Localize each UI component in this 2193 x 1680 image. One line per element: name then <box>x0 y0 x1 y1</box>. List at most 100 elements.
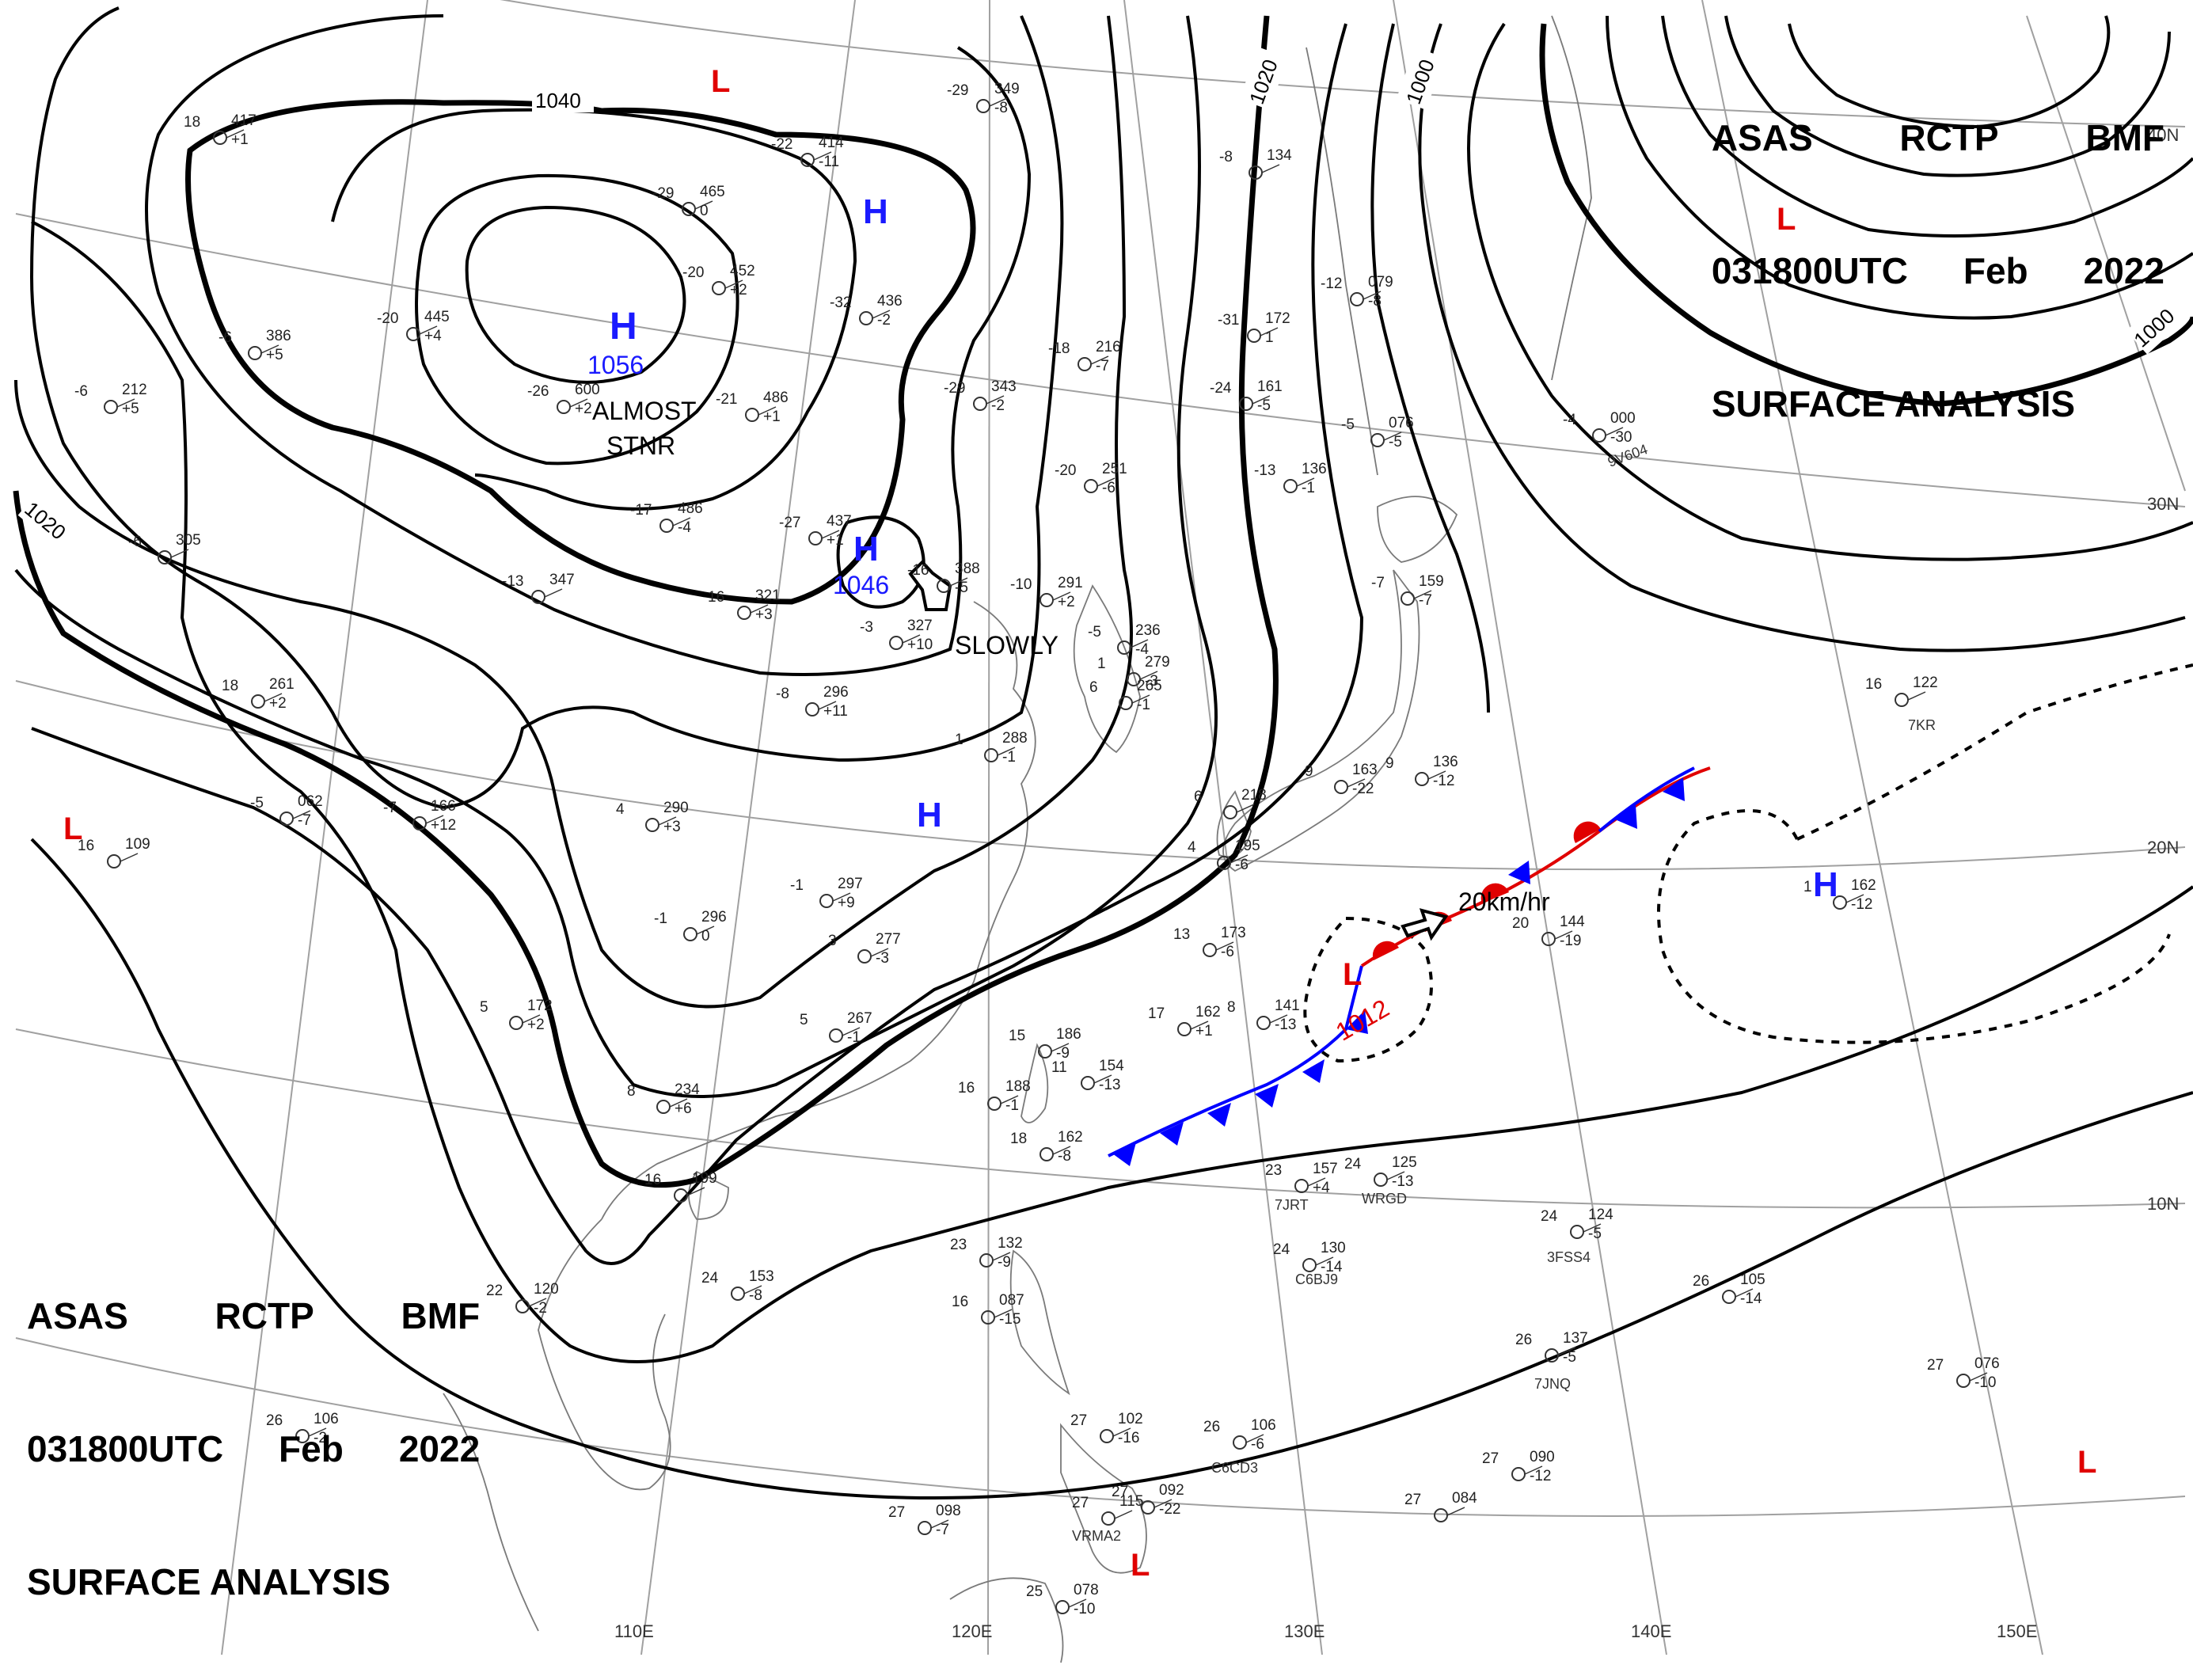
station-plot: 23 132 -9 <box>950 1235 1023 1271</box>
header-line-1: ASAS RCTP BMF <box>27 1294 480 1338</box>
station-plot: -6 212 +5 <box>74 382 147 417</box>
station-pressure: 279 <box>1145 654 1170 671</box>
station-pressure: 132 <box>998 1235 1023 1252</box>
isobar-1046-small <box>836 515 925 609</box>
station-temperature: -8 <box>1219 149 1233 165</box>
station-temperature: 23 <box>950 1237 967 1253</box>
lat-label: 10N <box>2147 1194 2179 1214</box>
wind-barb-icon <box>930 1519 949 1529</box>
coastline-hainan <box>688 1170 729 1220</box>
station-pressure: 092 <box>1159 1482 1184 1499</box>
station-plot: -29 349 -8 <box>947 81 1020 116</box>
station-pressure: 234 <box>675 1081 700 1098</box>
station-temperature: -31 <box>1218 312 1239 329</box>
station-plot: 26 106 -2 <box>266 1411 339 1446</box>
station-pressure: 291 <box>1058 575 1083 591</box>
station-temperature: 1 <box>955 732 963 748</box>
station-temperature: 24 <box>1541 1208 1558 1225</box>
station-temperature: 23 <box>1265 1162 1282 1179</box>
station-temperature: 18 <box>222 678 238 694</box>
wind-barb-icon <box>116 398 135 408</box>
ship-callsign: 7JNQ <box>1534 1376 1571 1392</box>
station-plot: -20 251 -6 <box>1055 461 1127 496</box>
station-tendency: -1 <box>847 1029 861 1046</box>
station-plot: -6 386 +5 <box>219 328 291 363</box>
station-tendency: +2 <box>527 1017 545 1033</box>
station-plot: 24 125 -13 <box>1344 1154 1417 1190</box>
station-temperature: -29 <box>652 185 674 202</box>
wind-barb-icon <box>992 1252 1011 1261</box>
isobar-1032-left <box>29 6 444 809</box>
high-center-symbol: H <box>853 530 879 568</box>
wind-barb-icon <box>1261 164 1280 173</box>
wind-barb-icon <box>902 634 921 644</box>
station-plot: -27 437 +1 <box>779 513 852 549</box>
station-pressure: 486 <box>763 390 789 406</box>
header-line-1: ASAS RCTP BMF <box>1712 116 2164 160</box>
station-tendency: +9 <box>838 895 855 911</box>
station-plot: 16 122 <box>1865 675 1938 707</box>
station-pressure: 115 <box>1119 1493 1143 1510</box>
wind-barb-icon <box>1068 1598 1087 1608</box>
station-tendency: 0 <box>700 203 709 219</box>
station-plot: 8 234 +6 <box>627 1081 700 1117</box>
coastline-kamchatka <box>1551 15 1592 381</box>
station-plot: -29 465 0 <box>652 184 725 219</box>
wind-barb-icon <box>522 1014 541 1024</box>
station-temperature: -29 <box>947 82 968 99</box>
station-temperature: -20 <box>377 310 398 327</box>
lon-label: 130E <box>1284 1621 1325 1641</box>
speed-label: 20km/hr <box>1458 888 1550 916</box>
station-temperature: 5 <box>800 1012 808 1028</box>
station-plot: -3 327 +10 <box>860 618 933 653</box>
parallel-10n <box>15 1028 2186 1209</box>
station-plot: 1 288 -1 <box>955 730 1028 766</box>
station-tendency: +11 <box>823 703 848 720</box>
station-temperature: 9 <box>1385 755 1394 772</box>
station-pressure: 486 <box>678 500 703 517</box>
station-plot: -26 600 +2 <box>527 382 600 417</box>
header-title: SURFACE ANALYSIS <box>1711 383 2076 424</box>
station-plot: 13 173 -6 <box>1173 925 1246 960</box>
isobar-992 <box>1661 15 2193 238</box>
ship-callsign: 7JRT <box>1275 1197 1309 1213</box>
wind-barb-icon <box>669 1098 688 1108</box>
station-pressure: 265 <box>1137 678 1162 694</box>
station-temperature: 27 <box>1070 1412 1087 1429</box>
station-pressure: 079 <box>1368 274 1393 291</box>
station-temperature: 25 <box>1026 1583 1043 1600</box>
coastline-luzon <box>1009 1249 1070 1396</box>
station-pressure: 296 <box>701 909 727 926</box>
station-tendency: -6 <box>1235 857 1249 873</box>
station-temperature: 16 <box>78 838 94 854</box>
station-temperature: -27 <box>779 515 800 531</box>
station-plot: -5 076 -5 <box>1341 415 1414 450</box>
station-pressure: 098 <box>936 1503 961 1519</box>
station-plot: -5 062 -7 <box>250 793 323 829</box>
station-tendency: -4 <box>1135 641 1149 658</box>
wind-barb-icon <box>1845 894 1864 903</box>
wind-barb-icon <box>1307 1177 1326 1187</box>
station-plot: 27 076 -10 <box>1927 1355 2000 1391</box>
wind-barb-icon <box>758 406 777 416</box>
high-center-symbol: H <box>610 306 637 348</box>
stnr-label: STNR <box>606 431 675 460</box>
header-time: 031800UTC <box>1711 250 1908 291</box>
station-tendency: -10 <box>1074 1601 1095 1617</box>
coastline-malay <box>443 1393 539 1632</box>
station-temperature: 16 <box>708 589 724 606</box>
station-temperature: 24 <box>1344 1156 1362 1173</box>
station-tendency: -2 <box>991 397 1005 414</box>
station-plot: -8 134 <box>1219 147 1292 180</box>
station-tendency: -7 <box>1419 592 1432 609</box>
station-pressure: 136 <box>1302 461 1327 477</box>
meridian-110e <box>640 0 856 1655</box>
graticule-labels: 110E 120E 130E 140E 150E 40N 30N 20N 10N <box>614 125 2179 1641</box>
cold-front-barbs <box>1112 1010 1368 1166</box>
station-plot: 26 106 -6 <box>1203 1417 1276 1453</box>
almost-label: ALMOST <box>592 397 697 425</box>
header-station: RCTP <box>215 1295 314 1336</box>
wind-barb-icon <box>1230 854 1249 864</box>
station-pressure: 195 <box>1235 838 1260 854</box>
wind-barb-icon <box>1190 1021 1209 1030</box>
